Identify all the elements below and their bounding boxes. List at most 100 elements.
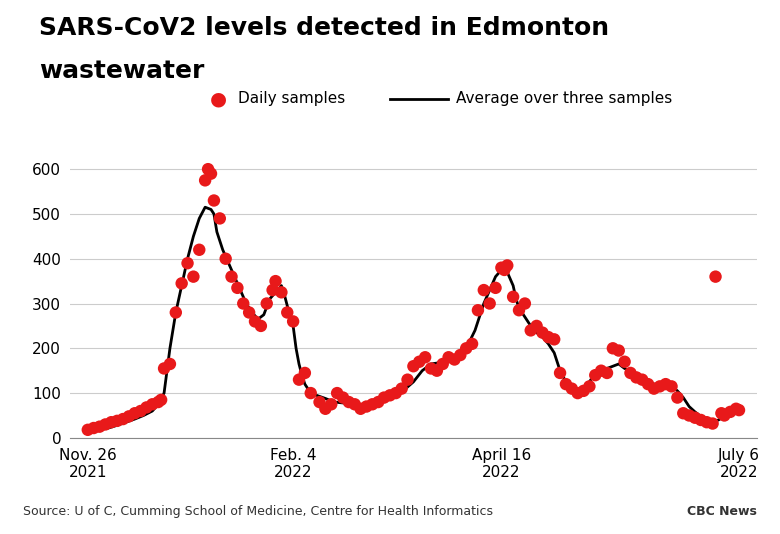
Point <box>292 375 305 384</box>
Point <box>442 353 455 362</box>
Point <box>630 373 643 382</box>
Point <box>460 344 473 352</box>
Point <box>595 366 608 375</box>
Point <box>654 382 666 391</box>
Point <box>601 368 613 377</box>
Point <box>572 389 584 397</box>
Point <box>199 176 211 185</box>
Point <box>117 415 129 423</box>
Point <box>366 400 378 409</box>
Point <box>225 272 238 281</box>
Point <box>158 364 170 373</box>
Point <box>231 284 243 292</box>
Point <box>636 375 648 384</box>
Point <box>401 375 413 384</box>
Point <box>319 404 332 413</box>
Text: CBC News: CBC News <box>686 505 757 518</box>
Point <box>202 165 215 174</box>
Point <box>372 398 385 406</box>
Point <box>205 169 218 178</box>
Point <box>700 418 713 427</box>
Text: ●: ● <box>210 89 227 108</box>
Point <box>477 286 490 294</box>
Point <box>560 380 573 388</box>
Point <box>261 299 273 308</box>
Point <box>237 299 250 308</box>
Text: Source: U of C, Cumming School of Medicine, Centre for Health Informatics: Source: U of C, Cumming School of Medici… <box>23 505 494 518</box>
Point <box>325 400 338 409</box>
Point <box>299 368 311 377</box>
Point <box>176 279 188 288</box>
Point <box>589 371 601 380</box>
Point <box>519 299 531 308</box>
Point <box>419 353 431 362</box>
Point <box>501 261 513 270</box>
Point <box>695 415 707 424</box>
Point <box>642 380 654 388</box>
Point <box>489 284 502 292</box>
Point <box>715 409 728 418</box>
Point <box>129 409 141 418</box>
Point <box>484 299 496 308</box>
Point <box>732 406 745 414</box>
Text: SARS-CoV2 levels detected in Edmonton: SARS-CoV2 levels detected in Edmonton <box>39 16 609 40</box>
Point <box>413 357 426 366</box>
Point <box>554 368 566 377</box>
Point <box>454 351 466 359</box>
Point <box>181 259 193 268</box>
Point <box>269 277 282 285</box>
Point <box>266 286 278 294</box>
Point <box>384 391 396 399</box>
Point <box>152 398 165 406</box>
Point <box>140 403 153 412</box>
Point <box>337 394 349 402</box>
Point <box>389 389 402 397</box>
Point <box>647 384 660 393</box>
Point <box>407 362 420 371</box>
Point <box>536 328 548 337</box>
Point <box>624 368 636 377</box>
Point <box>281 308 293 317</box>
Point <box>665 382 678 391</box>
Point <box>730 404 743 413</box>
Point <box>659 380 672 388</box>
Point <box>498 265 511 274</box>
Point <box>607 344 619 352</box>
Point <box>249 317 261 326</box>
Point <box>425 364 438 373</box>
Text: Daily samples: Daily samples <box>238 91 345 106</box>
Text: wastewater: wastewater <box>39 59 204 83</box>
Point <box>577 387 590 395</box>
Point <box>431 366 443 375</box>
Point <box>718 411 731 420</box>
Point <box>207 196 220 205</box>
Point <box>548 335 561 343</box>
Point <box>472 306 484 315</box>
Point <box>94 422 106 431</box>
Point <box>512 306 525 315</box>
Point <box>155 396 168 404</box>
Point <box>169 308 182 317</box>
Point <box>342 398 355 406</box>
Point <box>524 326 537 335</box>
Point <box>671 394 683 402</box>
Point <box>304 389 317 397</box>
Point <box>349 400 361 409</box>
Point <box>448 355 461 364</box>
Point <box>314 398 326 406</box>
Point <box>219 255 232 263</box>
Point <box>193 246 205 254</box>
Point <box>378 394 390 402</box>
Point <box>707 419 719 428</box>
Point <box>507 293 519 301</box>
Point <box>146 400 158 409</box>
Point <box>164 360 176 368</box>
Point <box>122 412 135 421</box>
Point <box>105 418 118 427</box>
Point <box>99 420 112 429</box>
Point <box>254 321 267 330</box>
Point <box>360 402 373 411</box>
Point <box>134 407 147 415</box>
Point <box>619 357 631 366</box>
Point <box>466 340 478 348</box>
